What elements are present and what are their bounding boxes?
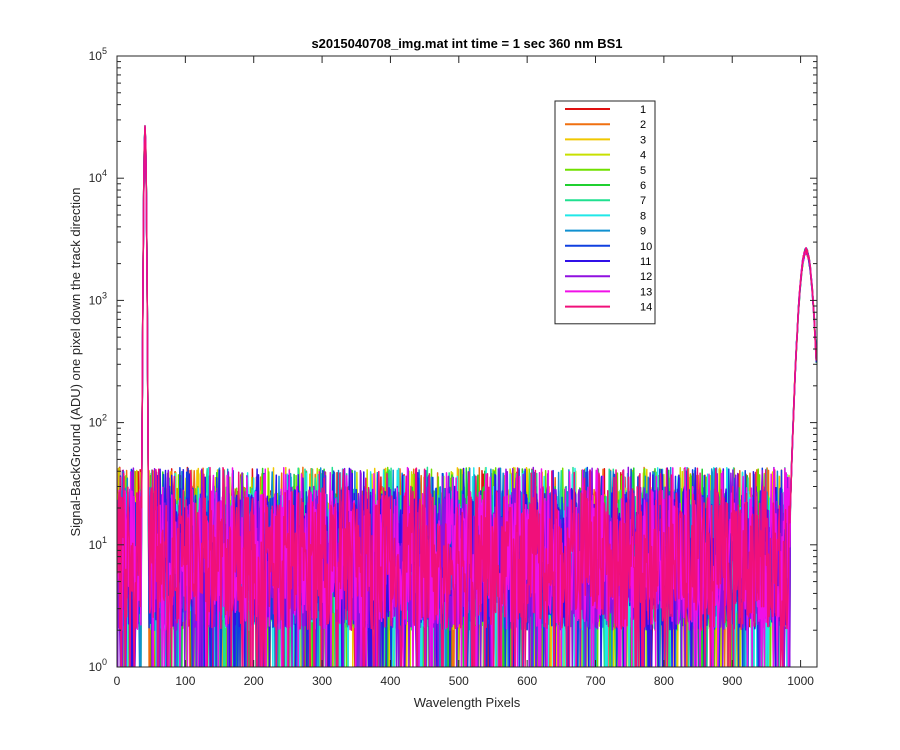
x-tick-label: 0 [114, 674, 121, 688]
x-tick-label: 700 [586, 674, 606, 688]
legend-label: 5 [640, 165, 646, 177]
x-tick-label: 400 [380, 674, 400, 688]
legend-label: 14 [640, 302, 652, 314]
y-tick-label: 103 [89, 290, 107, 307]
y-tick-label: 105 [89, 46, 107, 63]
y-tick-label: 104 [89, 168, 107, 185]
legend-label: 8 [640, 210, 646, 222]
x-tick-label: 900 [722, 674, 742, 688]
x-tick-label: 300 [312, 674, 332, 688]
legend-label: 7 [640, 195, 646, 207]
x-tick-label: 200 [244, 674, 264, 688]
legend-box [554, 100, 656, 325]
legend-label: 6 [640, 180, 646, 192]
series-lines [117, 124, 817, 667]
y-tick-label: 102 [89, 413, 107, 430]
series-line-14 [117, 125, 817, 667]
x-tick-label: 800 [654, 674, 674, 688]
legend-label: 1 [640, 104, 646, 116]
legend-label: 4 [640, 150, 646, 162]
chart-title: s2015040708_img.mat int time = 1 sec 360… [311, 36, 622, 51]
legend-label: 13 [640, 286, 652, 298]
legend-label: 12 [640, 271, 652, 283]
x-tick-label: 500 [449, 674, 469, 688]
legend-label: 11 [640, 256, 651, 268]
axes-box [116, 55, 818, 668]
legend-label: 2 [640, 119, 646, 131]
x-tick-label: 100 [175, 674, 195, 688]
y-axis-label: Signal-BackGround (ADU) one pixel down t… [68, 187, 83, 536]
legend-label: 3 [640, 134, 646, 146]
x-tick-label: 1000 [787, 674, 814, 688]
y-tick-label: 100 [89, 657, 107, 674]
x-axis-label: Wavelength Pixels [414, 695, 521, 710]
plot-area: 0 100 200 300 400 500 600 700 800 900 100010010110… [89, 46, 818, 688]
legend-label: 10 [640, 241, 652, 253]
y-tick-label: 101 [89, 535, 107, 552]
x-tick-label: 600 [517, 674, 537, 688]
legend-label: 9 [640, 226, 646, 238]
